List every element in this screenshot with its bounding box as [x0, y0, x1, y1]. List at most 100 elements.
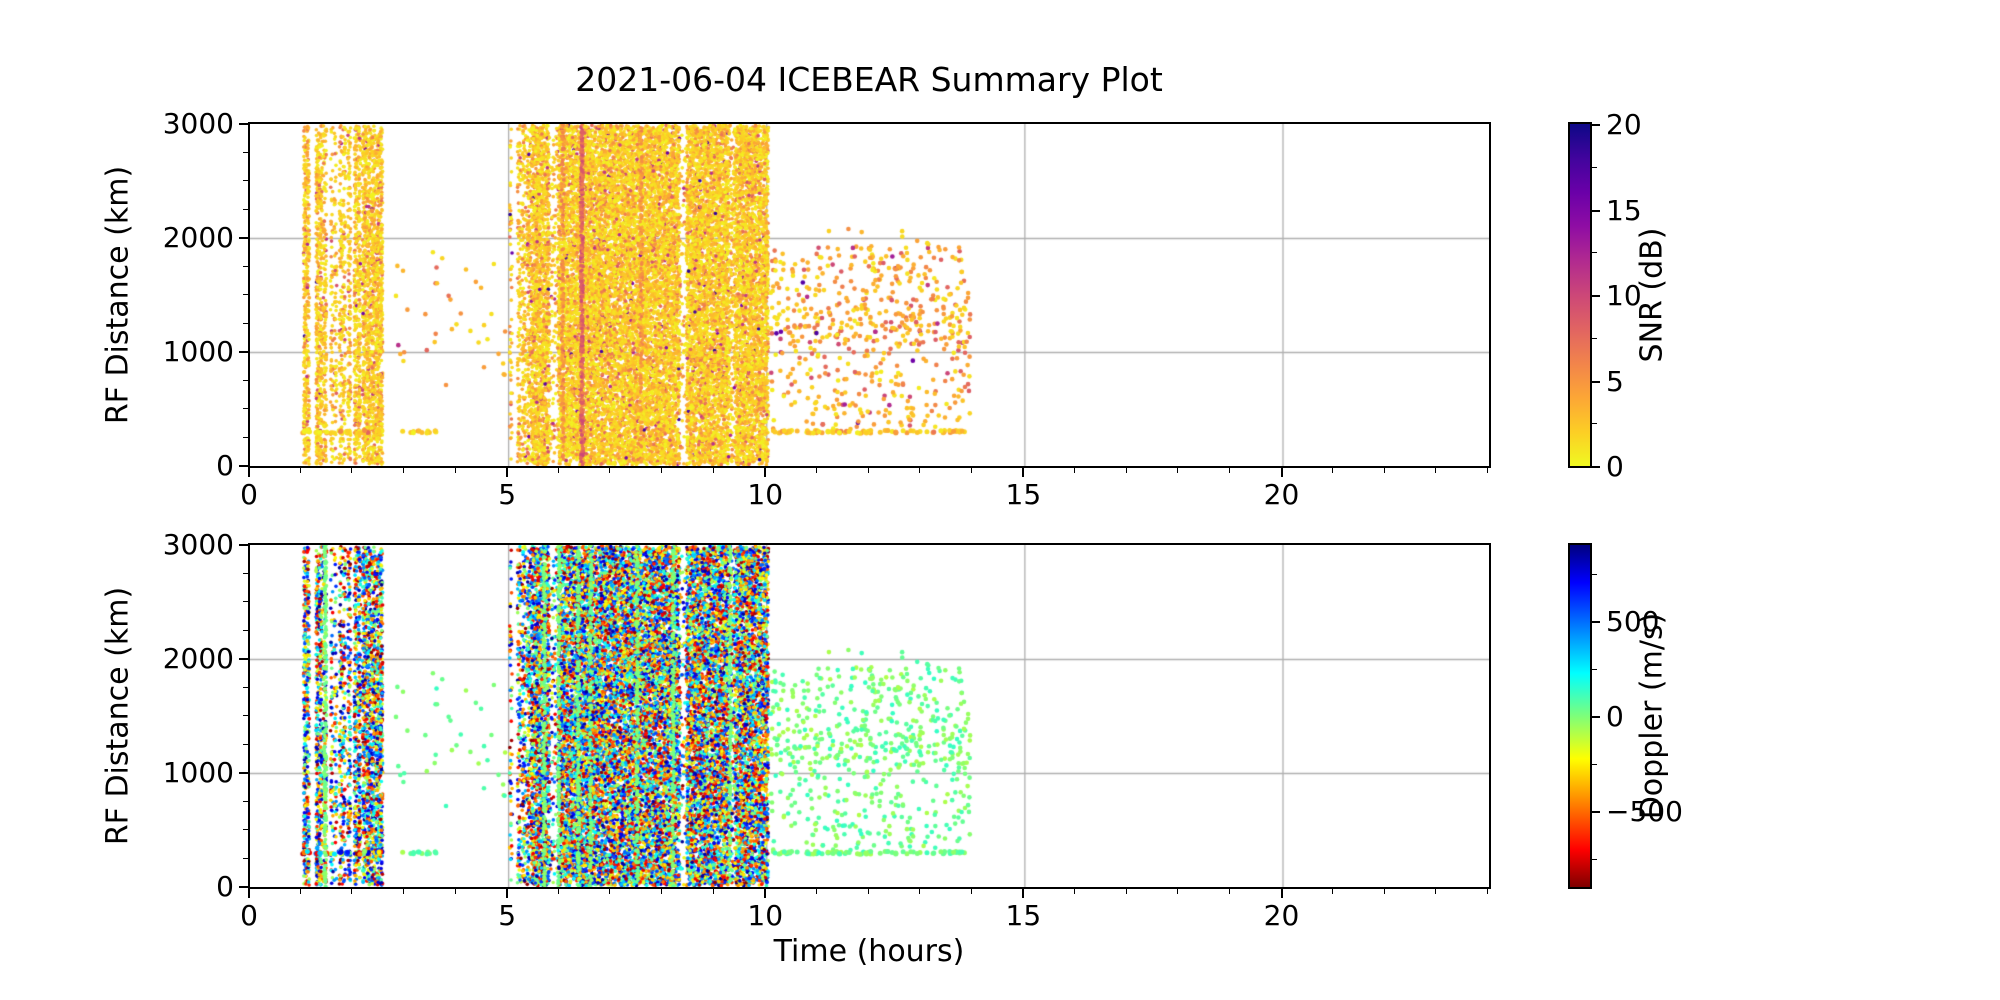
- x-minor-tick: [867, 889, 869, 894]
- colorbar-tick-label: 10: [1606, 279, 1642, 312]
- snr-colorbar: [1568, 122, 1592, 468]
- x-minor-tick: [454, 889, 456, 894]
- y-major-tick: [239, 772, 248, 774]
- x-major-tick: [1280, 889, 1283, 898]
- y-tick-label: 3000: [162, 528, 234, 561]
- colorbar-minor-tick: [1592, 668, 1597, 670]
- y-minor-tick: [243, 601, 248, 602]
- y-tick-label: 1000: [162, 335, 234, 368]
- x-minor-tick: [1228, 468, 1230, 473]
- x-minor-tick: [919, 468, 921, 473]
- y-minor-tick: [243, 208, 248, 210]
- y-minor-tick: [243, 829, 248, 830]
- x-minor-tick: [970, 889, 972, 894]
- colorbar-minor-tick: [1592, 423, 1597, 425]
- x-minor-tick: [661, 889, 662, 894]
- x-major-tick: [764, 468, 767, 477]
- colorbar-tick-label: 0: [1606, 700, 1624, 733]
- y-tick-label: 2000: [162, 642, 234, 675]
- x-minor-tick: [1177, 889, 1179, 894]
- x-tick-label: 5: [498, 899, 517, 932]
- colorbar-major-tick: [1592, 295, 1600, 297]
- y-tick-label: 0: [216, 870, 234, 903]
- x-tick-label: 5: [498, 478, 517, 511]
- colorbar-major-tick: [1592, 811, 1600, 813]
- y-minor-tick: [243, 686, 248, 688]
- y-tick-label: 0: [216, 449, 234, 482]
- plot-title: 2021-06-04 ICEBEAR Summary Plot: [575, 60, 1163, 99]
- x-minor-tick: [1487, 889, 1488, 894]
- y-minor-tick: [243, 436, 248, 438]
- colorbar-minor-tick: [1592, 858, 1597, 860]
- y-minor-tick: [243, 408, 248, 409]
- x-tick-label: 10: [747, 899, 784, 932]
- x-minor-tick: [1228, 889, 1230, 894]
- colorbar-minor-tick: [1592, 166, 1597, 168]
- doppler-scatter-canvas: [250, 545, 1489, 887]
- top-plot-area: [248, 122, 1491, 468]
- x-minor-tick: [1487, 468, 1488, 473]
- colorbar-major-tick: [1592, 466, 1600, 468]
- x-minor-tick: [609, 468, 611, 473]
- y-major-tick: [239, 351, 248, 353]
- x-minor-tick: [454, 468, 456, 473]
- colorbar-major-tick: [1592, 209, 1600, 212]
- colorbar-major-tick: [1592, 380, 1600, 383]
- y-major-tick: [239, 658, 248, 660]
- x-minor-tick: [661, 468, 662, 473]
- snr-scatter-canvas: [250, 124, 1489, 466]
- x-minor-tick: [1074, 468, 1075, 473]
- y-minor-tick: [243, 151, 248, 153]
- colorbar-tick-label: 500: [1606, 605, 1660, 638]
- x-minor-tick: [1332, 468, 1334, 473]
- x-minor-tick: [919, 889, 921, 894]
- x-minor-tick: [557, 889, 559, 894]
- colorbar-tick-label: 15: [1606, 193, 1642, 227]
- x-major-tick: [506, 889, 509, 898]
- x-minor-tick: [815, 468, 817, 473]
- doppler-colorbar-label: Doppler (m/s): [1634, 612, 1670, 820]
- y-minor-tick: [243, 572, 248, 574]
- y-minor-tick: [243, 294, 248, 295]
- x-minor-tick: [351, 468, 353, 473]
- x-minor-tick: [557, 468, 559, 473]
- colorbar-tick-label: 5: [1606, 364, 1624, 398]
- x-minor-tick: [712, 468, 714, 473]
- x-minor-tick: [1125, 889, 1127, 894]
- y-minor-tick: [243, 322, 248, 324]
- y-major-tick: [239, 544, 248, 546]
- colorbar-major-tick: [1592, 716, 1600, 718]
- y-major-tick: [239, 123, 248, 125]
- x-major-tick: [248, 889, 250, 898]
- colorbar-minor-tick: [1592, 337, 1597, 339]
- x-major-tick: [248, 468, 250, 477]
- y-minor-tick: [243, 743, 248, 745]
- x-minor-tick: [402, 468, 404, 473]
- x-minor-tick: [1435, 468, 1437, 473]
- colorbar-minor-tick: [1592, 763, 1597, 765]
- doppler-colorbar: [1568, 543, 1592, 889]
- x-tick-label: 0: [240, 478, 258, 511]
- x-minor-tick: [1383, 889, 1385, 894]
- x-minor-tick: [299, 468, 301, 473]
- x-minor-tick: [1332, 889, 1334, 894]
- x-minor-tick: [609, 889, 611, 894]
- x-minor-tick: [1125, 468, 1127, 473]
- y-major-tick: [239, 886, 248, 888]
- x-minor-tick: [402, 889, 404, 894]
- x-minor-tick: [351, 889, 353, 894]
- x-minor-tick: [1383, 468, 1385, 473]
- colorbar-tick-label: −500: [1606, 795, 1683, 828]
- y-tick-label: 3000: [162, 107, 234, 140]
- y-tick-label: 2000: [162, 221, 234, 254]
- x-minor-tick: [970, 468, 972, 473]
- y-minor-tick: [243, 629, 248, 631]
- x-minor-tick: [1435, 889, 1437, 894]
- x-minor-tick: [1074, 889, 1075, 894]
- x-minor-tick: [867, 468, 869, 473]
- colorbar-major-tick: [1592, 124, 1600, 126]
- bottom-plot-area: [248, 543, 1491, 889]
- y-major-tick: [239, 237, 248, 239]
- colorbar-tick-label: 0: [1606, 450, 1624, 483]
